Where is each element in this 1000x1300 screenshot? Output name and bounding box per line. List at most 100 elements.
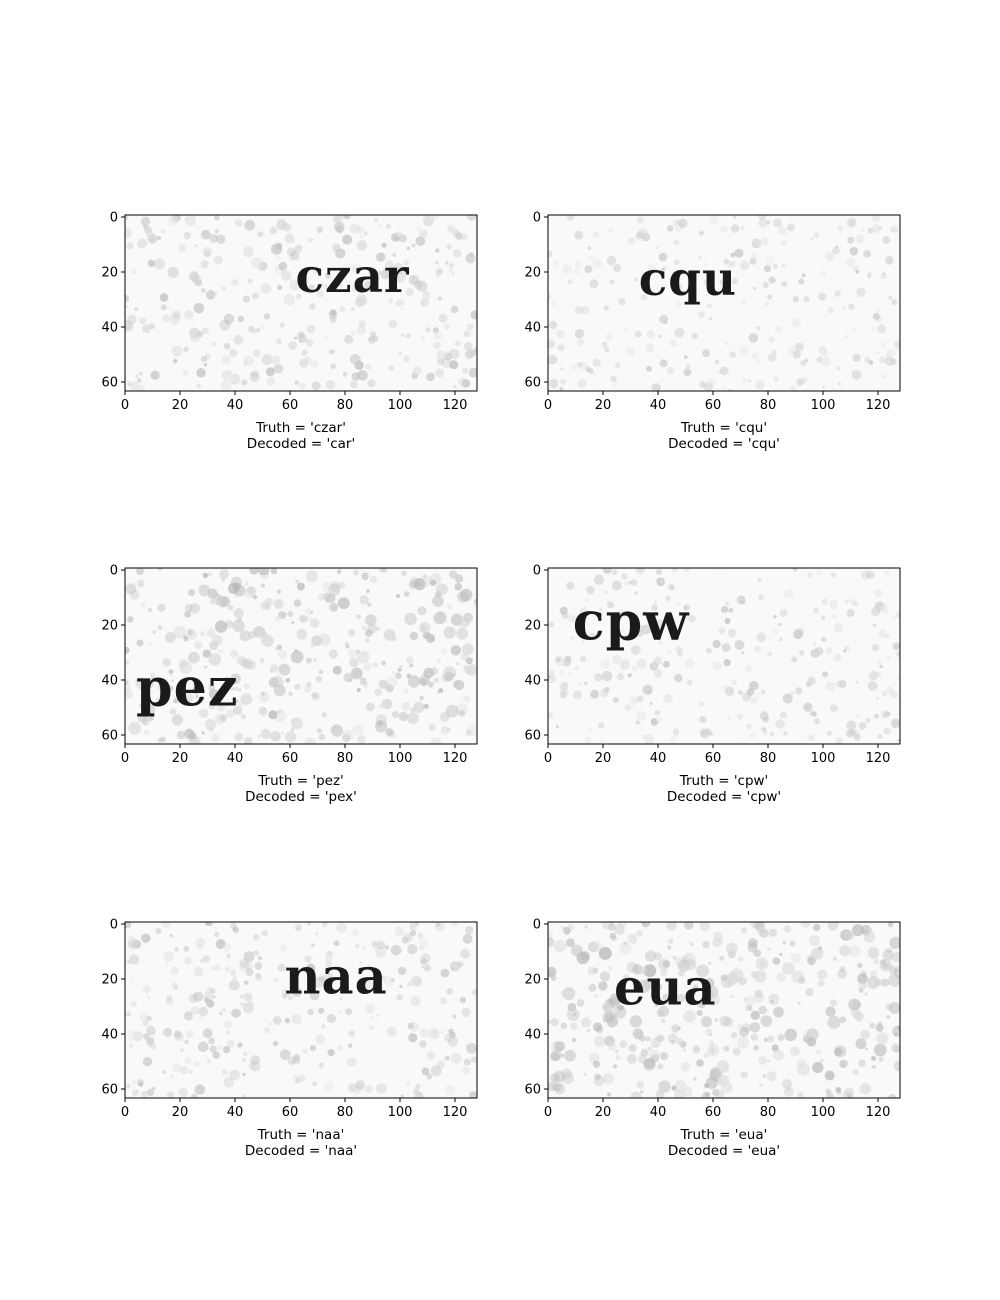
noise-blob [748,1005,753,1011]
noise-blob [830,1020,834,1024]
noise-blob [570,363,578,371]
noise-blob [647,264,657,273]
noise-blob [555,656,561,663]
noise-blob [202,327,209,335]
noise-blob [266,377,276,386]
noise-blob [818,292,827,301]
noise-blob [221,578,225,582]
noise-blob [755,380,765,390]
noise-blob [421,1067,430,1076]
noise-blob [290,728,294,732]
noise-blob [198,708,209,719]
noise-blob [600,739,605,744]
noise-blob [419,1040,427,1048]
noise-blob [366,602,372,607]
noise-blob [249,371,260,382]
noise-blob [813,232,820,238]
noise-blob [270,669,273,673]
noise-blob [872,312,881,321]
noise-blob [190,1006,200,1016]
noise-blob [202,1028,213,1039]
noise-blob [365,1004,375,1014]
noise-blob [208,689,219,699]
noise-blob [612,697,619,704]
noise-blob [871,606,881,617]
noise-blob [777,622,782,627]
noise-blob [827,1015,841,1029]
noise-blob [676,602,681,607]
noise-blob [548,673,557,684]
noise-blob [575,621,582,628]
noise-blob [398,711,409,722]
noise-blob [683,1010,696,1023]
noise-blob [390,978,395,983]
noise-blob [355,649,360,654]
noise-blob [302,1048,308,1054]
noise-blob [291,1056,301,1065]
noise-blob [767,1035,775,1043]
noise-blob [221,1068,228,1076]
noise-blob [183,945,190,952]
x-tick-label: 120 [866,751,891,766]
noise-blob [366,589,370,593]
noise-blob [143,1033,150,1040]
noise-blob [465,657,473,665]
noise-blob [217,1044,224,1051]
noise-blob [560,367,564,371]
noise-blob [272,360,277,365]
noise-blob [430,579,437,587]
noise-blob [721,385,726,391]
noise-blob [221,355,231,365]
noise-blob [237,1042,243,1048]
noise-blob [276,339,282,345]
noise-blob [303,684,312,694]
noise-blob [655,716,663,724]
noise-blob [748,938,758,949]
noise-blob [348,678,353,682]
noise-blob [704,262,708,267]
noise-blob [282,613,286,617]
noise-blob [419,695,424,701]
noise-blob [757,358,762,363]
noise-blob [645,1036,651,1042]
noise-blob [821,636,827,643]
noise-blob [728,628,737,638]
noise-blob [284,233,295,244]
noise-blob [168,215,179,226]
noise-blob [329,581,341,593]
noise-blob [422,290,431,299]
noise-blob [852,600,858,607]
noise-blob [206,628,216,638]
noise-blob [234,686,239,691]
noise-blob [324,272,332,280]
noise-blob [624,704,632,711]
noise-blob [593,1075,605,1087]
noise-blob [297,331,305,339]
noise-blob [630,1091,642,1098]
noise-blob [125,227,133,239]
noise-blob [260,728,271,740]
noise-blob [551,301,557,307]
noise-blob [753,645,762,653]
noise-blob [586,585,595,595]
noise-blob [672,955,677,960]
noise-blob [304,607,312,615]
noise-blob [310,611,314,614]
noise-blob [614,362,621,369]
noise-blob [654,600,658,604]
noise-blob [858,722,867,730]
noise-blob [783,589,794,599]
noise-blob [753,992,765,1004]
noise-blob [463,341,473,351]
noise-blob [724,341,729,346]
x-tick-label: 0 [121,398,129,413]
noise-blob [265,367,275,377]
noise-blob [609,997,621,1009]
noise-blob [141,717,150,726]
noise-blob [142,324,151,334]
noise-blob [632,1028,644,1040]
noise-blob [636,216,644,224]
noise-blob [738,957,744,962]
noise-blob [783,731,788,736]
noise-blob [394,926,405,936]
